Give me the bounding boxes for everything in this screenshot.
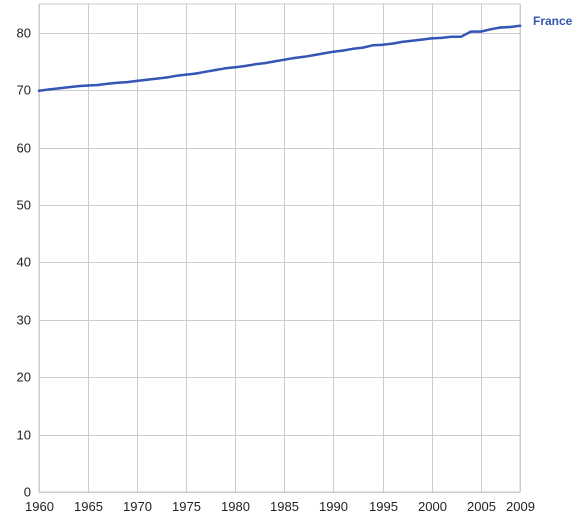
data-point — [184, 73, 188, 76]
data-point — [479, 30, 482, 33]
data-point — [86, 84, 90, 87]
data-point — [489, 28, 492, 31]
y-tick-label: 0 — [24, 485, 31, 500]
y-tick-label: 60 — [17, 141, 31, 156]
data-point — [175, 74, 178, 78]
data-point — [116, 81, 119, 84]
y-tick-label: 80 — [17, 26, 31, 41]
data-point — [224, 67, 227, 70]
data-point — [253, 63, 257, 66]
data-point — [273, 60, 276, 63]
data-point — [57, 87, 60, 90]
data-point — [243, 64, 247, 68]
data-point — [155, 77, 159, 80]
plot-frame — [38, 3, 521, 493]
data-point — [77, 84, 80, 88]
series-group — [37, 24, 522, 92]
data-point — [302, 55, 306, 59]
data-point — [106, 82, 109, 86]
data-point — [361, 46, 365, 49]
x-tick-label: 1995 — [369, 499, 398, 514]
data-point — [469, 30, 473, 33]
x-tick-label: 1985 — [270, 499, 299, 514]
data-point — [165, 76, 168, 79]
data-point — [508, 25, 512, 29]
data-point — [342, 49, 345, 52]
data-point — [67, 85, 70, 89]
y-tick-label: 40 — [17, 255, 31, 270]
x-axis-ticks: 1960 1965 1970 1975 1980 1985 1990 1995 2000 2005… — [25, 499, 535, 514]
data-point — [351, 47, 355, 51]
data-point — [292, 56, 296, 60]
data-point — [47, 88, 51, 91]
x-tick-label: 1980 — [221, 499, 250, 514]
data-point — [440, 36, 443, 40]
grid-lines — [38, 3, 521, 493]
y-tick-label: 10 — [17, 428, 31, 443]
x-tick-label: 2000 — [418, 499, 447, 514]
data-point — [214, 68, 217, 72]
x-tick-label: 1970 — [123, 499, 152, 514]
data-point — [450, 35, 453, 38]
series-line-france — [37, 24, 522, 92]
data-point — [96, 83, 100, 87]
data-point — [283, 58, 286, 61]
data-point — [391, 42, 394, 45]
legend-label: France — [533, 14, 573, 28]
y-tick-label: 30 — [17, 313, 31, 328]
data-point — [126, 80, 129, 84]
data-point — [312, 53, 316, 57]
x-tick-label: 1990 — [319, 499, 348, 514]
y-tick-label: 20 — [17, 370, 31, 385]
data-point — [135, 79, 139, 83]
x-tick-label: 1960 — [25, 499, 54, 514]
y-tick-label: 50 — [17, 198, 31, 213]
data-point — [400, 40, 404, 44]
data-point — [204, 70, 208, 73]
x-tick-label: 2009 — [506, 499, 535, 514]
y-axis-ticks: 0 10 20 30 40 50 60 70 80 — [17, 26, 31, 500]
data-point — [263, 61, 267, 65]
data-point — [410, 39, 414, 42]
x-tick-label: 1965 — [74, 499, 103, 514]
x-tick-label: 2005 — [467, 499, 496, 514]
data-point — [37, 89, 41, 92]
y-tick-label: 70 — [17, 83, 31, 98]
data-point — [145, 78, 149, 82]
data-point — [194, 72, 198, 75]
data-point — [371, 44, 375, 47]
data-point — [381, 43, 384, 47]
data-point — [499, 26, 502, 29]
x-tick-label: 1975 — [172, 499, 201, 514]
data-point — [518, 24, 522, 28]
legend: France — [533, 14, 573, 28]
data-point — [420, 38, 424, 41]
data-point — [322, 52, 325, 55]
data-point — [430, 37, 433, 40]
data-point — [234, 65, 237, 69]
data-point — [332, 50, 335, 53]
data-point — [459, 35, 463, 38]
